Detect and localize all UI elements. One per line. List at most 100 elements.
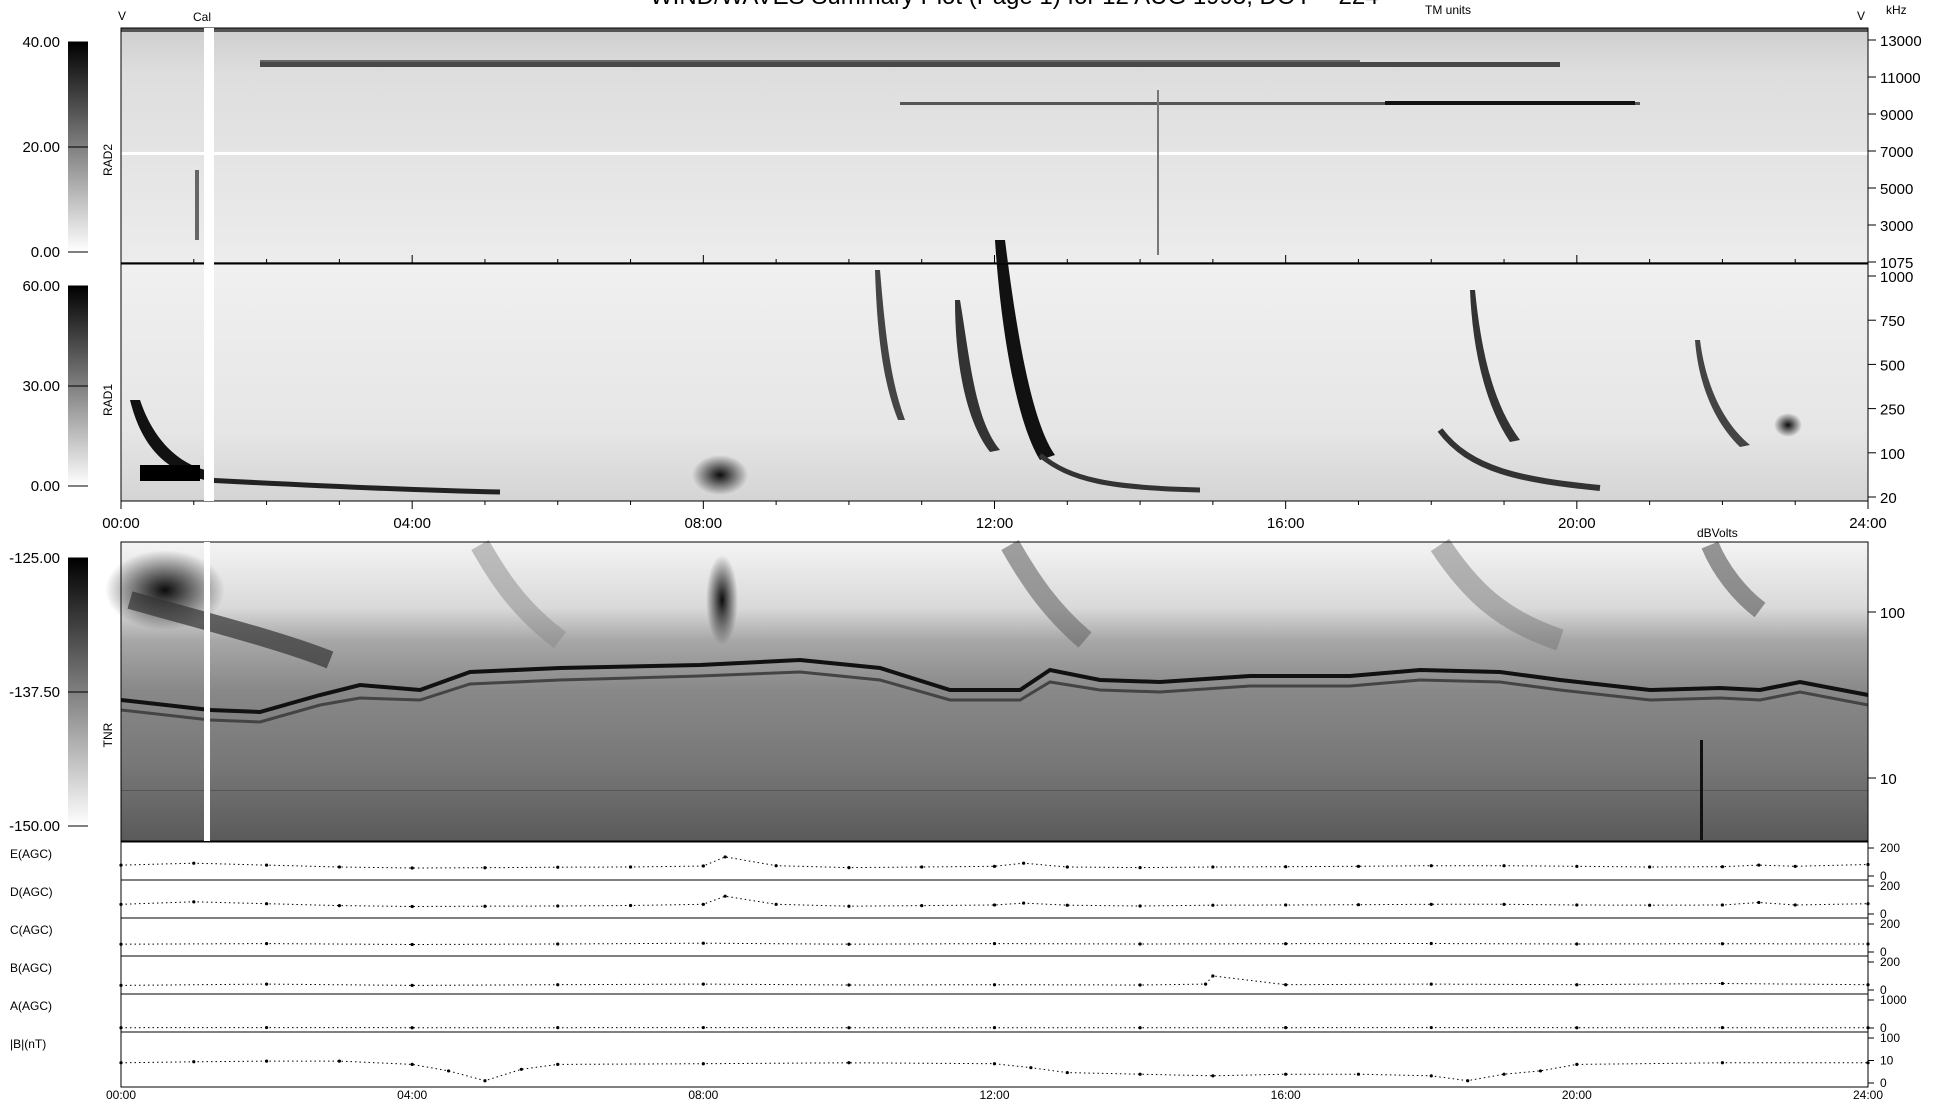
line-point <box>410 983 414 987</box>
panel-ylabel-rad1: RAD1 <box>101 384 115 416</box>
line-point <box>920 865 924 869</box>
line-point <box>410 1026 414 1030</box>
line-panel-frame <box>120 879 1869 919</box>
line-panel-label: B(AGC) <box>10 961 52 975</box>
line-point <box>337 1059 341 1063</box>
line-panel-ytick: 0 <box>1880 869 1887 883</box>
line-point <box>1866 902 1870 906</box>
time-tick-label-mid: 12:00 <box>976 515 1014 532</box>
line-point <box>1866 1061 1870 1065</box>
line-panel-label: A(AGC) <box>10 999 52 1013</box>
freq-tick-label: 20 <box>1880 490 1897 507</box>
line-point <box>556 1062 560 1066</box>
time-tick-label-bottom: 20:00 <box>1562 1088 1592 1102</box>
dbvolts-unit-label: dBVolts <box>1697 526 1738 540</box>
tm-units-label: TM units <box>1425 3 1471 17</box>
plot-title: WIND/WAVES Summary Plot (Page 1) for 12 … <box>650 0 1379 10</box>
line-point <box>1138 1072 1142 1076</box>
line-panel-ytick: 200 <box>1880 917 1900 931</box>
line-point <box>701 902 705 906</box>
line-point <box>1538 1069 1543 1073</box>
line-point <box>1284 1026 1288 1030</box>
line-panel-ytick: 100 <box>1880 1031 1900 1045</box>
line-panel-ytick: 0 <box>1880 907 1887 921</box>
line-point <box>264 1025 269 1030</box>
line-point <box>446 1069 451 1073</box>
freq-tick-label: 5000 <box>1880 181 1913 198</box>
line-point <box>701 941 705 945</box>
line-point <box>1757 900 1761 905</box>
freq-tick-label: 500 <box>1880 357 1905 374</box>
rad2-panel <box>120 27 1869 264</box>
line-point <box>483 866 487 870</box>
line-point <box>264 941 269 946</box>
line-point <box>1720 903 1725 907</box>
line-point <box>1138 1026 1142 1030</box>
colorbar-tick-label: -125.00 <box>9 550 60 567</box>
line-series <box>120 942 1869 946</box>
line-point <box>337 903 341 908</box>
line-point <box>1575 983 1579 987</box>
colorbar-tick-label: 0.00 <box>31 478 60 495</box>
line-panel-ytick: 200 <box>1880 841 1900 855</box>
line-point <box>701 982 705 986</box>
line-point <box>1065 903 1069 907</box>
line-series <box>120 895 1869 908</box>
line-point <box>1575 942 1579 946</box>
line-point <box>119 1026 123 1030</box>
colorbar-tick-label: -150.00 <box>9 818 60 835</box>
panel-ylabel-tnr: TNR <box>101 722 115 747</box>
colorbar-tick-label: -137.50 <box>9 684 60 701</box>
line-point <box>519 1067 523 1071</box>
colorbar-tick-label: 60.00 <box>22 278 60 295</box>
line-point <box>1502 1072 1506 1076</box>
time-tick-label-bottom: 08:00 <box>688 1088 718 1102</box>
line-panel-ytick: 200 <box>1880 879 1900 893</box>
time-tick-label-mid: 08:00 <box>685 515 723 532</box>
cal-label: Cal <box>193 10 211 24</box>
line-point <box>264 902 269 906</box>
line-panel-ytick: 1000 <box>1880 993 1907 1007</box>
line-point <box>992 903 997 907</box>
khz-unit-label: kHz <box>1886 3 1907 17</box>
tnr-panel <box>105 538 1869 842</box>
line-point <box>847 1061 851 1065</box>
line-panel-ytick: 0 <box>1880 983 1887 997</box>
line-point <box>1284 903 1288 907</box>
line-point <box>1466 1079 1470 1083</box>
time-tick-label-mid: 20:00 <box>1558 515 1596 532</box>
line-point <box>1866 983 1870 987</box>
cal-stripe-rad <box>204 28 214 501</box>
time-tick-label-mid: 00:00 <box>102 515 140 532</box>
line-panel-label: C(AGC) <box>10 923 53 937</box>
line-panel-label: |B|(nT) <box>10 1037 46 1051</box>
line-point <box>701 864 705 868</box>
line-point <box>264 863 269 867</box>
freq-tick-label: 100 <box>1880 605 1905 622</box>
freq-tick-label: 250 <box>1880 402 1905 419</box>
freq-tick-label: 750 <box>1880 313 1905 330</box>
line-point <box>1648 865 1652 869</box>
line-point <box>1866 862 1870 867</box>
line-point <box>264 1059 269 1063</box>
line-panel-ytick: 0 <box>1880 1021 1887 1035</box>
line-point <box>410 866 414 870</box>
line-point <box>1575 1026 1579 1030</box>
line-point <box>1793 903 1797 907</box>
time-tick-label-mid: 16:00 <box>1267 515 1305 532</box>
line-point <box>1284 983 1288 987</box>
line-panel-label: E(AGC) <box>10 847 52 861</box>
freq-tick-label: 1075 <box>1880 255 1913 272</box>
line-panel-ytick: 200 <box>1880 955 1900 969</box>
line-point <box>701 1025 705 1030</box>
freq-tick-label: 11000 <box>1880 70 1921 87</box>
marker-right: V <box>1857 9 1865 23</box>
cal-stripe-tnr <box>204 542 210 841</box>
line-point <box>483 904 487 908</box>
line-point <box>847 865 851 870</box>
line-point <box>847 1026 851 1030</box>
line-point <box>920 903 924 908</box>
freq-tick-label: 3000 <box>1880 218 1913 235</box>
line-point <box>1720 1026 1725 1030</box>
